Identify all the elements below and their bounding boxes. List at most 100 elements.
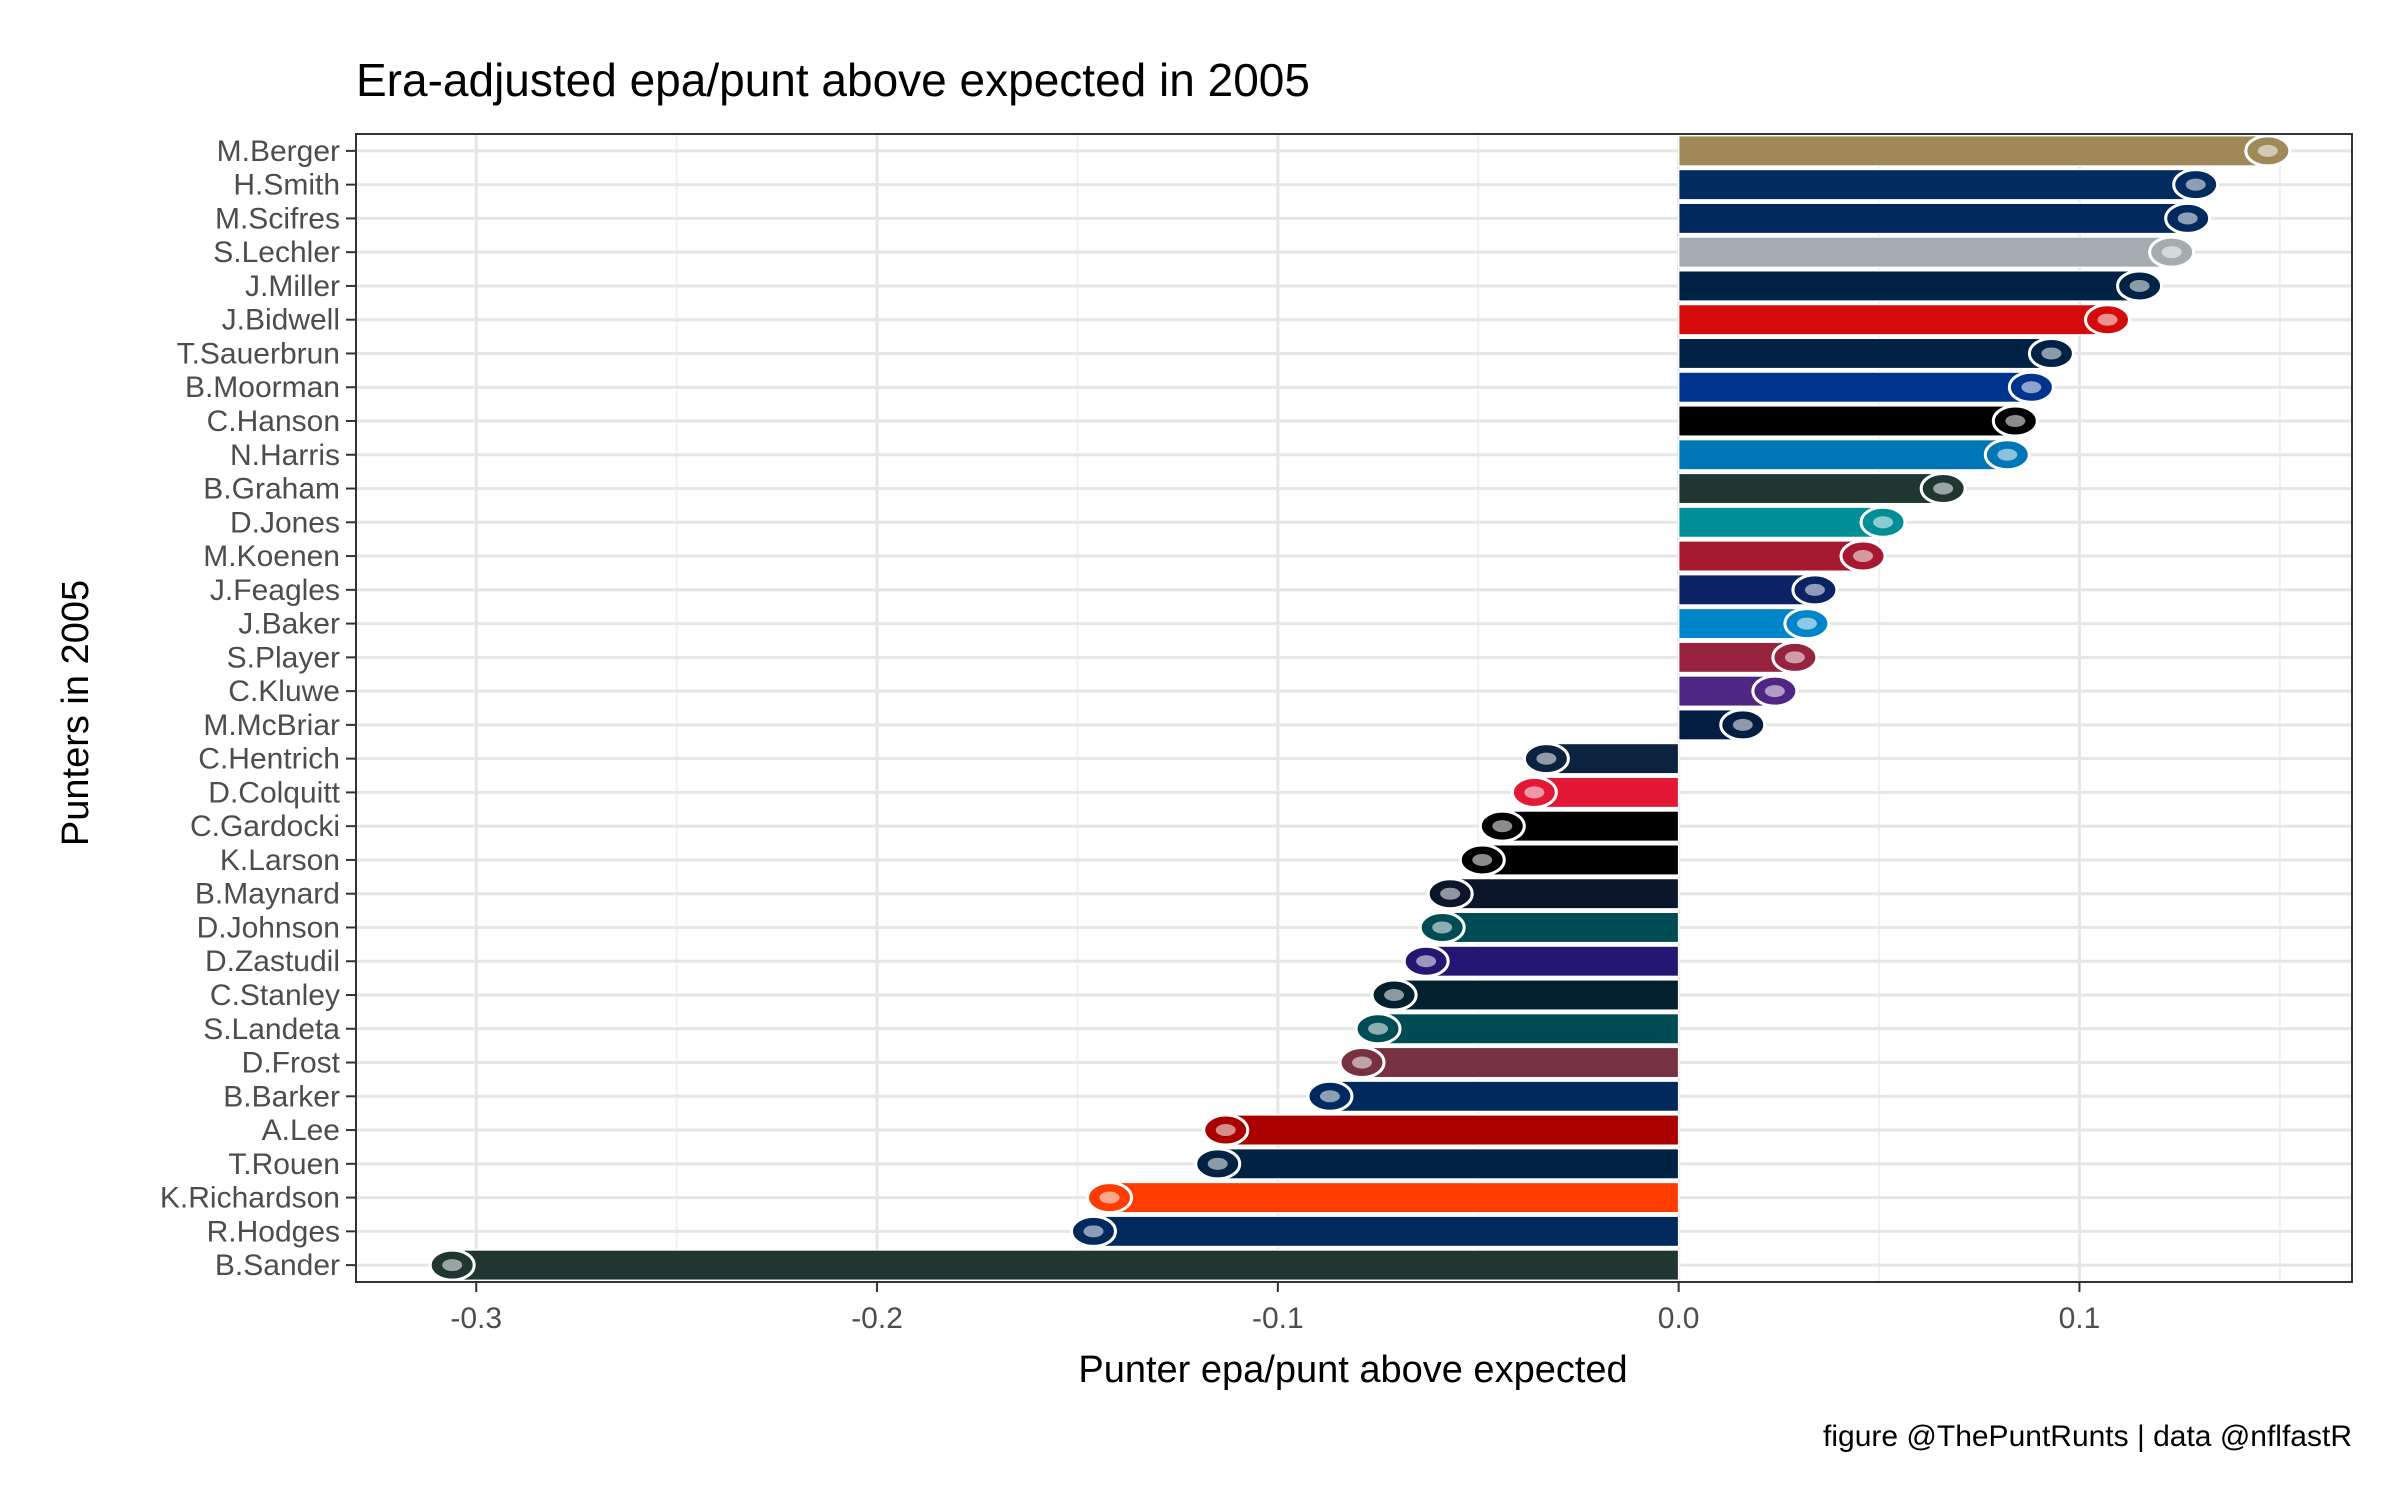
y-tick-label: B.Maynard [195, 878, 340, 911]
bar-d-frost [1357, 1046, 1680, 1079]
y-tick-label: J.Bidwell [222, 304, 340, 337]
y-tick-label: M.Scifres [215, 202, 340, 235]
y-tick-label: K.Larson [220, 844, 340, 877]
y-tick-label: D.Zastudil [205, 945, 340, 978]
y-tick-label: D.Jones [230, 506, 340, 539]
x-tick-label: 0.0 [1658, 1302, 1700, 1335]
bar-j-feagles [1677, 573, 1820, 606]
raiders-shield-icon [2148, 235, 2196, 269]
bar-j-miller [1677, 269, 2145, 302]
y-tick-label: T.Rouen [228, 1148, 340, 1181]
y-tick-label: C.Kluwe [228, 675, 340, 708]
y-tick-label: H.Smith [233, 169, 340, 202]
bar-j-bidwell [1677, 303, 2113, 336]
y-axis-title: Punters in 2005 [55, 580, 97, 846]
broncos-horse-icon [2027, 336, 2075, 370]
y-tick-label: R.Hodges [207, 1215, 340, 1248]
y-tick-label: J.Baker [238, 608, 340, 641]
vikings-icon [1751, 674, 1799, 708]
y-tick-label: N.Harris [230, 439, 340, 472]
chart-caption: figure @ThePuntRunts | data @nflfastR [1823, 1420, 2352, 1453]
chargers-bolt-icon [2164, 201, 2212, 235]
cardinals-icon [1771, 640, 1819, 674]
bengals-icon [1458, 843, 1506, 877]
y-tick-label: C.Gardocki [190, 810, 340, 843]
y-tick-label: J.Miller [245, 270, 340, 303]
y-tick-label: D.Colquitt [208, 776, 340, 809]
bar-c-hanson [1677, 405, 2021, 437]
plot-area [355, 133, 2353, 1283]
bar-s-landeta [1373, 1012, 1680, 1045]
eagles-icon [1418, 910, 1466, 944]
y-tick-label: S.Player [227, 641, 340, 674]
dolphins-icon [1859, 505, 1907, 539]
bar-r-hodges [1088, 1215, 1680, 1248]
packers-g-icon [428, 1248, 476, 1282]
texans-icon [1370, 978, 1418, 1012]
bar-d-jones [1677, 506, 1888, 539]
y-tick-label: C.Stanley [210, 979, 340, 1012]
falcons-icon [1839, 539, 1887, 573]
x-tick-label: -0.1 [1252, 1302, 1304, 1335]
panthers-icon [1783, 607, 1831, 641]
bar-a-lee [1220, 1114, 1680, 1147]
bar-c-stanley [1389, 979, 1680, 1011]
bar-k-richardson [1104, 1181, 1680, 1214]
rams-icon [1306, 1079, 1354, 1113]
bar-d-johnson [1437, 911, 1680, 944]
y-tick-label: S.Landeta [203, 1013, 340, 1046]
eagles-icon [1354, 1012, 1402, 1046]
y-tick-label: M.McBriar [203, 709, 340, 742]
x-axis-title: Punter epa/punt above expected [1078, 1349, 1627, 1391]
x-tick-label: -0.3 [450, 1302, 502, 1335]
bar-k-larson [1477, 843, 1680, 876]
y-tick-label: B.Graham [203, 473, 340, 506]
y-tick-label: B.Sander [215, 1249, 340, 1282]
panel-border [355, 133, 2353, 1283]
bar-b-moorman [1677, 371, 2037, 404]
ravens-icon [1402, 944, 1450, 978]
y-tick-label: M.Koenen [203, 540, 340, 573]
bar-m-scifres [1677, 202, 2193, 235]
bar-s-lechler [1677, 236, 2177, 269]
x-axis: -0.3 -0.2 -0.1 0.0 0.1 [450, 1282, 2100, 1335]
y-tick-label: B.Moorman [185, 371, 340, 404]
steelers-icon [1478, 809, 1526, 843]
y-tick-label: J.Feagles [210, 574, 340, 607]
giants-ny-icon [1791, 573, 1839, 607]
bears-c-icon [1426, 877, 1474, 911]
buccaneers-flag-icon [2084, 303, 2132, 337]
bar-m-berger [1677, 134, 2273, 167]
x-tick-label: -0.2 [851, 1302, 903, 1335]
bar-b-sander [447, 1249, 1680, 1282]
bills-buffalo-icon [2007, 370, 2055, 404]
bar-t-sauerbrun [1677, 337, 2057, 370]
colts-horseshoe-icon [2172, 168, 2220, 202]
cowboys-star-icon [1719, 708, 1767, 742]
bar-n-harris [1677, 438, 2013, 471]
y-tick-label: D.Johnson [197, 911, 340, 944]
rams-icon [1069, 1214, 1117, 1248]
chiefs-icon [1510, 775, 1558, 809]
saints-fleur-de-lis-icon [2244, 134, 2292, 168]
bar-h-smith [1677, 168, 2201, 201]
browns-helmet-icon [1086, 1181, 1134, 1215]
bar-d-zastudil [1421, 945, 1680, 978]
y-tick-label: C.Hanson [207, 405, 340, 438]
bar-m-koenen [1677, 540, 1868, 573]
y-tick-label: A.Lee [262, 1114, 340, 1147]
bar-b-graham [1677, 472, 1948, 505]
chart-title: Era-adjusted epa/punt above expected in … [356, 54, 1310, 106]
y-tick-label: B.Barker [223, 1080, 340, 1113]
washington-w-icon [1338, 1046, 1386, 1080]
y-tick-label: M.Berger [217, 135, 340, 168]
y-tick-label: D.Frost [242, 1047, 341, 1080]
bar-t-rouen [1212, 1147, 1680, 1180]
x-tick-label: 0.1 [2059, 1302, 2101, 1335]
seahawks-icon [1194, 1147, 1242, 1181]
lions-icon [1983, 438, 2031, 472]
titans-icon [1522, 742, 1570, 776]
y-tick-label: T.Sauerbrun [177, 337, 340, 370]
jets-oval-icon [1919, 472, 1967, 506]
